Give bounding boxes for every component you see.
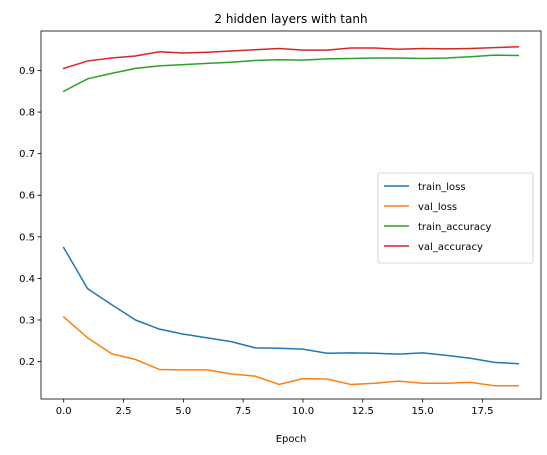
legend: train_loss val_loss train_accuracy val_accu… xyxy=(377,172,534,264)
x-tick-label: 17.5 xyxy=(471,406,493,417)
plot-lines xyxy=(62,46,520,387)
y-tick-label: 0.6 xyxy=(19,191,35,202)
x-tick-label: 12.5 xyxy=(352,406,374,417)
y-tick-label: 0.2 xyxy=(19,357,35,368)
plot-frame xyxy=(40,30,542,400)
y-axis-ticks: 0.2 0.3 0.4 0.5 0.6 0.7 0.8 0.9 xyxy=(19,66,41,368)
series-line-val-loss xyxy=(62,316,520,387)
legend-label-train-loss: train_loss xyxy=(418,182,466,193)
y-tick-label: 0.7 xyxy=(19,149,35,160)
x-tick-label: 7.5 xyxy=(235,406,251,417)
y-tick-label: 0.9 xyxy=(19,66,35,77)
legend-label-val-loss: val_loss xyxy=(418,202,457,213)
x-tick-label: 15.0 xyxy=(411,406,433,417)
x-axis-ticks: 0.0 2.5 5.0 7.5 10.0 12.5 15.0 17.5 xyxy=(56,399,494,417)
chart-title: 2 hidden layers with tanh xyxy=(214,12,367,26)
series-line-val-accuracy xyxy=(62,46,520,70)
x-tick-label: 5.0 xyxy=(175,406,191,417)
y-tick-label: 0.8 xyxy=(19,108,35,119)
y-tick-label: 0.4 xyxy=(19,274,35,285)
legend-label-train-accuracy: train_accuracy xyxy=(418,222,491,233)
x-tick-label: 10.0 xyxy=(292,406,314,417)
x-axis-label: Epoch xyxy=(276,434,307,445)
series-line-train-accuracy xyxy=(62,54,520,93)
legend-box xyxy=(377,172,534,264)
x-tick-label: 0.0 xyxy=(56,406,72,417)
series-line-train-loss xyxy=(62,246,520,365)
legend-label-val-accuracy: val_accuracy xyxy=(418,242,483,253)
y-tick-label: 0.3 xyxy=(19,315,35,326)
x-tick-label: 2.5 xyxy=(116,406,132,417)
y-tick-label: 0.5 xyxy=(19,232,35,243)
